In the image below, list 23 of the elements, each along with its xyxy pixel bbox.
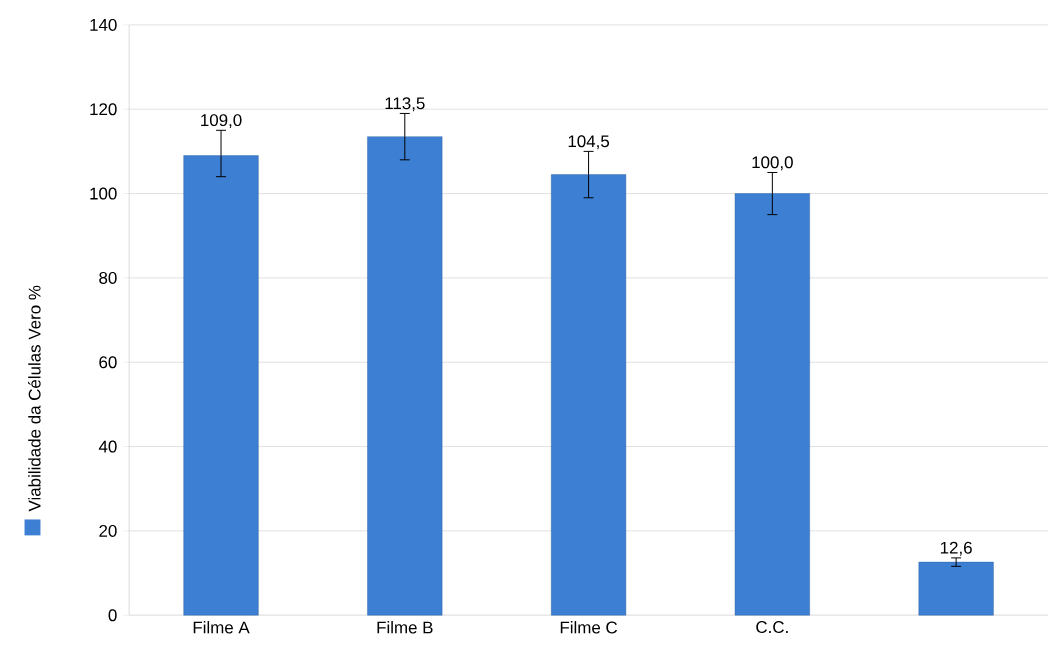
bar xyxy=(918,561,994,616)
y-tick-label: 100 xyxy=(90,187,117,200)
data-label: 12,6 xyxy=(940,541,972,556)
text: Viabilidade da Células Vero % xyxy=(28,285,41,512)
x-tick-label: Filme C xyxy=(560,621,618,634)
data-label: 113,5 xyxy=(385,97,425,112)
data-label: 100,0 xyxy=(752,156,793,171)
bar xyxy=(734,193,810,616)
y-tick-label: 80 xyxy=(99,271,117,284)
data-label: 109,0 xyxy=(201,114,242,129)
y-tick-label: 0 xyxy=(108,609,117,622)
bar xyxy=(367,136,443,616)
bar xyxy=(183,155,259,616)
y-tick-label: 20 xyxy=(99,524,117,537)
y-tick-label: 40 xyxy=(98,440,117,453)
data-label: 104,5 xyxy=(568,135,610,150)
y-tick-label: 60 xyxy=(99,356,117,369)
x-tick-label: Filme A xyxy=(193,621,250,634)
x-tick-label: C.C. xyxy=(756,621,788,634)
x-tick-label: Filme B xyxy=(377,621,433,634)
y-tick-label: 140 xyxy=(90,18,117,31)
y-tick-label: 120 xyxy=(90,103,117,116)
bar xyxy=(551,174,627,616)
